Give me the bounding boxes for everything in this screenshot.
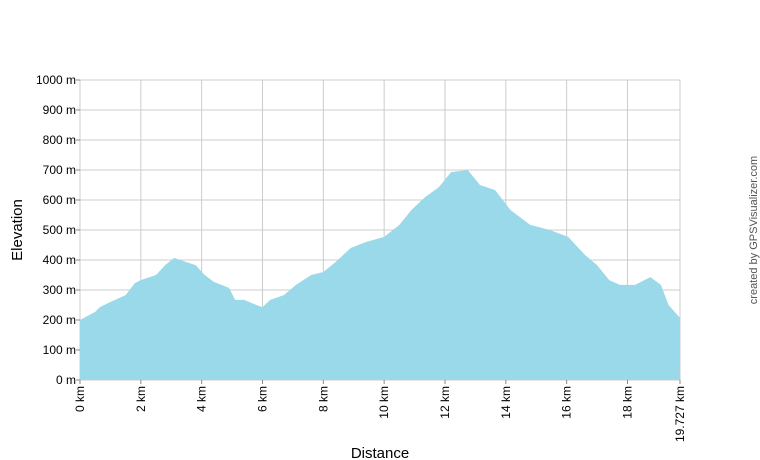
y-tick-label: 900 m <box>43 103 76 117</box>
x-tick-label: 12 km <box>438 386 452 419</box>
x-tick-label: 14 km <box>499 386 513 419</box>
y-tick-label: 800 m <box>43 133 76 147</box>
y-tick-label: 700 m <box>43 163 76 177</box>
x-tick-label: 19.727 km <box>673 386 687 442</box>
x-tick-label: 0 km <box>73 386 87 412</box>
x-axis-label: Distance <box>351 445 409 460</box>
x-tick-label: 16 km <box>560 386 574 419</box>
y-axis-label: Elevation <box>9 199 26 261</box>
y-tick-label: 300 m <box>43 283 76 297</box>
x-tick-label: 18 km <box>620 386 634 419</box>
x-tick-label: 4 km <box>195 386 209 412</box>
y-tick-label: 100 m <box>43 343 76 357</box>
x-tick-label: 10 km <box>377 386 391 419</box>
x-tick-label: 8 km <box>316 386 330 412</box>
annotation: created by GPSVisualizer.com <box>748 156 760 304</box>
y-tick-label: 200 m <box>43 313 76 327</box>
elevation-area <box>80 170 680 380</box>
y-tick-label: 1000 m <box>36 73 76 87</box>
y-tick-label: 400 m <box>43 253 76 267</box>
y-tick-label: 500 m <box>43 223 76 237</box>
y-tick-label: 0 m <box>56 373 76 387</box>
y-tick-label: 600 m <box>43 193 76 207</box>
x-tick-label: 2 km <box>134 386 148 412</box>
x-tick-label: 6 km <box>255 386 269 412</box>
